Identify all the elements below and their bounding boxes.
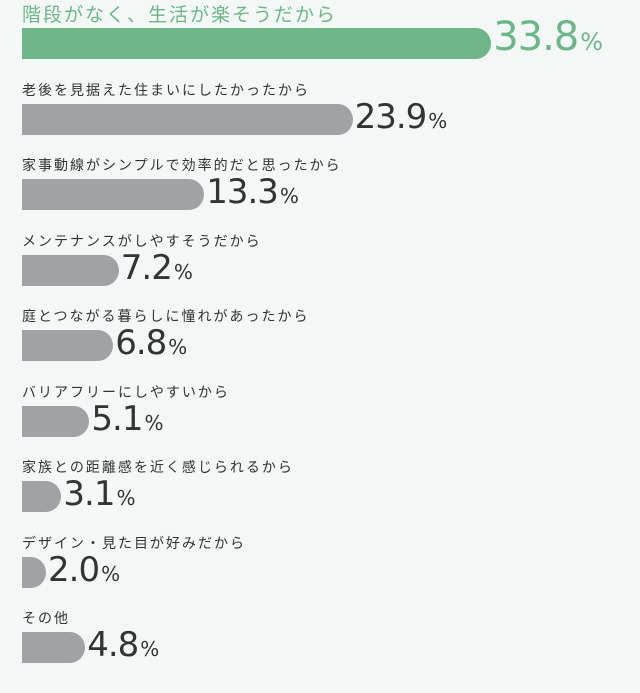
category-label: バリアフリーにしやすいから	[22, 384, 230, 401]
unit-label: %	[140, 637, 160, 661]
value-number: 23.9	[354, 96, 428, 137]
chart-row: その他 4.8%	[22, 611, 632, 693]
category-label: 庭とつながる暮らしに憧れがあったから	[22, 309, 310, 325]
category-label: 老後を見据えた住まいにしたかったから	[22, 82, 310, 99]
bar	[22, 481, 62, 512]
chart-row: 階段がなく、生活が楽そうだから 33.8%	[22, 4, 632, 89]
value-label: 4.8%	[87, 622, 159, 672]
value-label: 2.0%	[48, 547, 120, 597]
value-label: 3.1%	[63, 471, 135, 521]
value-number: 7.2	[120, 247, 173, 288]
chart-row: バリアフリーにしやすいから 5.1%	[22, 385, 632, 467]
value-label: 33.8%	[493, 14, 603, 65]
unit-label: %	[279, 184, 299, 208]
chart-row: 家事動線がシンプルで効率的だと思ったから 13.3%	[22, 158, 632, 240]
bar	[22, 330, 114, 361]
value-number: 6.8	[115, 323, 167, 363]
chart-row: 老後を見据えた住まいにしたかったから 23.9%	[22, 83, 632, 165]
value-label: 6.8%	[115, 320, 187, 370]
value-label: 13.3%	[206, 169, 299, 219]
bar	[22, 103, 353, 135]
value-number: 33.8	[493, 14, 579, 60]
category-label: 家族との距離感を近く感じられるから	[22, 460, 294, 476]
bar	[22, 632, 86, 663]
category-label: 家事動線がシンプルで効率的だと思ったから	[22, 158, 342, 174]
chart-row: 家族との距離感を近く感じられるから 3.1%	[22, 460, 632, 542]
category-label: メンテナンスがしやすそうだから	[22, 233, 262, 250]
value-number: 2.0	[48, 549, 100, 590]
value-number: 4.8	[87, 625, 139, 665]
unit-label: %	[428, 108, 448, 133]
value-number: 3.1	[63, 474, 115, 514]
bar	[22, 405, 90, 437]
unit-label: %	[173, 259, 193, 284]
chart-row: メンテナンスがしやすそうだから 7.2%	[22, 234, 632, 316]
bar	[22, 179, 205, 210]
value-label: 7.2%	[121, 245, 193, 295]
bar	[22, 28, 492, 59]
unit-label: %	[144, 410, 164, 435]
value-number: 13.3	[206, 172, 279, 212]
unit-label: %	[101, 561, 121, 586]
unit-label: %	[580, 28, 604, 56]
unit-label: %	[116, 486, 136, 510]
value-label: 5.1%	[91, 396, 163, 446]
category-label: 階段がなく、生活が楽そうだから	[22, 4, 338, 26]
unit-label: %	[168, 335, 188, 359]
bar	[22, 556, 46, 588]
value-number: 5.1	[91, 398, 143, 439]
category-label: その他	[22, 611, 70, 627]
chart-row: 庭とつながる暮らしに憧れがあったから 6.8%	[22, 309, 632, 391]
value-label: 23.9%	[355, 94, 448, 144]
category-label: デザイン・見た目が好みだから	[22, 535, 246, 552]
chart-row: デザイン・見た目が好みだから 2.0%	[22, 536, 632, 618]
bar	[22, 254, 119, 286]
